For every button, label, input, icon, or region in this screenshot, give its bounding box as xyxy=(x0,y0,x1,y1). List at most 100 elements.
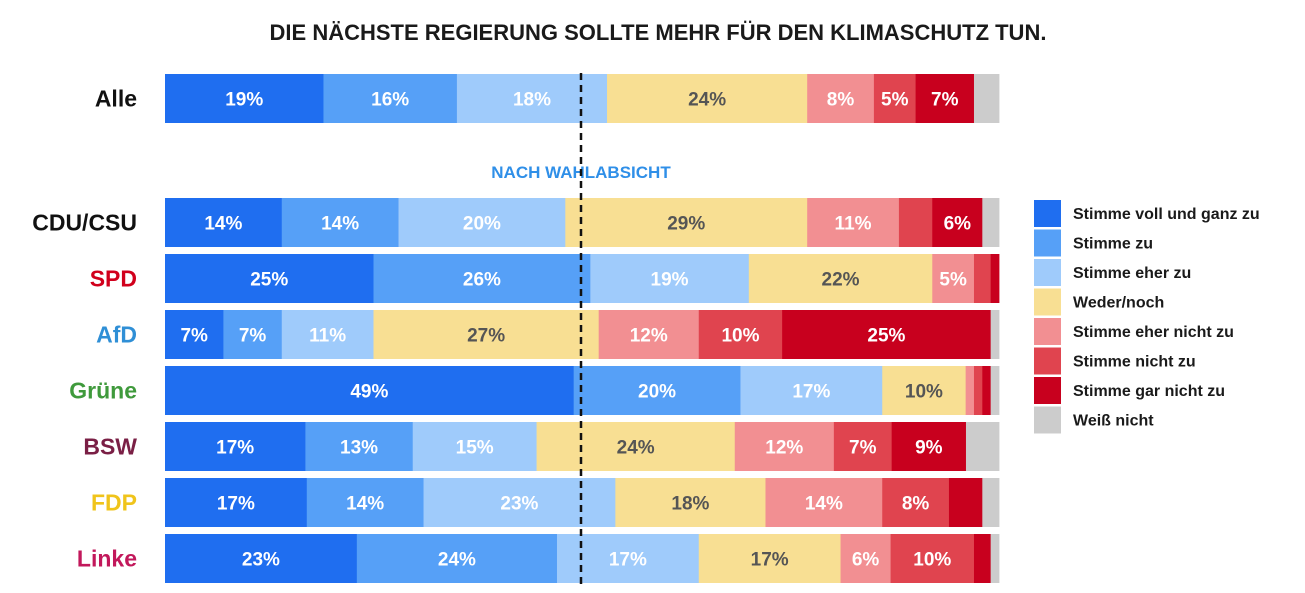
chart-title: DIE NÄCHSTE REGIERUNG SOLLTE MEHR FÜR DE… xyxy=(270,20,1047,45)
bar-segment xyxy=(965,366,975,415)
bar-segment xyxy=(891,422,967,471)
bar-segment xyxy=(698,310,783,359)
data-label: 27% xyxy=(467,326,505,347)
data-label: 12% xyxy=(765,438,803,459)
data-label: 22% xyxy=(822,270,860,291)
data-label: 17% xyxy=(609,550,647,571)
data-label: 17% xyxy=(792,382,830,403)
bars-group: Alle 19% 16% 18% 24% 8% 5% 7% CDU/CSU 14% 14% 20% 29… xyxy=(32,74,1000,583)
bar-row-afd: AfD 7% 7% 11% 27% 12% 10% 25% xyxy=(96,310,1000,359)
bar-segment xyxy=(807,198,900,247)
bar-segment xyxy=(765,478,883,527)
data-label: 23% xyxy=(242,550,280,571)
bar-segment xyxy=(807,74,875,123)
bar-segment xyxy=(165,310,224,359)
bar-segment xyxy=(973,254,992,303)
bar-segment xyxy=(740,366,883,415)
data-label: 14% xyxy=(321,214,359,235)
bar-segment xyxy=(990,310,1000,359)
legend: Stimme voll und ganz zu Stimme zu Stimme e… xyxy=(1034,200,1260,434)
legend-item: Stimme eher nicht zu xyxy=(1034,318,1234,345)
bar-segment xyxy=(990,254,1000,303)
data-label: 18% xyxy=(671,494,709,515)
bar-segment xyxy=(698,534,841,583)
data-label: 6% xyxy=(944,214,972,235)
legend-item: Stimme voll und ganz zu xyxy=(1034,200,1260,227)
legend-item: Weder/noch xyxy=(1034,288,1164,316)
legend-label: Stimme eher zu xyxy=(1073,265,1191,282)
bar-segment xyxy=(882,478,950,527)
bar-segment xyxy=(890,534,975,583)
bar-segment xyxy=(840,534,891,583)
bar-segment xyxy=(932,254,975,303)
data-label: 17% xyxy=(217,494,255,515)
legend-swatch xyxy=(1034,229,1061,257)
bar-segment xyxy=(223,310,283,359)
bar-segment xyxy=(423,478,616,527)
row-label: Linke xyxy=(77,546,137,572)
legend-swatch xyxy=(1034,200,1061,227)
data-label: 24% xyxy=(688,90,726,111)
data-label: 13% xyxy=(340,438,378,459)
bar-segment xyxy=(281,310,374,359)
data-label: 5% xyxy=(881,90,909,111)
data-label: 20% xyxy=(463,214,501,235)
bar-segment xyxy=(456,74,608,123)
data-label: 8% xyxy=(827,90,855,111)
data-label: 7% xyxy=(239,326,267,347)
row-label: BSW xyxy=(83,434,137,460)
data-label: 16% xyxy=(371,90,409,111)
data-label: 10% xyxy=(905,382,943,403)
data-label: 11% xyxy=(835,214,872,235)
bar-segment xyxy=(590,254,750,303)
data-label: 7% xyxy=(180,326,208,347)
legend-swatch xyxy=(1034,318,1061,345)
data-label: 23% xyxy=(500,494,538,515)
legend-swatch xyxy=(1034,406,1061,434)
data-label: 11% xyxy=(309,326,346,347)
bar-segment xyxy=(398,198,566,247)
bar-segment xyxy=(990,366,1000,415)
data-label: 29% xyxy=(667,214,705,235)
data-label: 14% xyxy=(805,494,843,515)
data-label: 15% xyxy=(456,438,494,459)
bar-segment xyxy=(412,422,537,471)
bar-segment xyxy=(932,198,983,247)
bar-segment xyxy=(873,74,916,123)
data-label: 19% xyxy=(225,90,263,111)
bar-segment xyxy=(165,478,308,527)
bar-segment xyxy=(165,366,575,415)
bar-segment xyxy=(734,422,835,471)
legend-item: Stimme zu xyxy=(1034,229,1153,257)
legend-item: Stimme eher zu xyxy=(1034,259,1191,286)
bar-segment xyxy=(965,422,1000,471)
legend-swatch xyxy=(1034,288,1061,316)
legend-swatch xyxy=(1034,259,1061,286)
bar-segment xyxy=(165,534,358,583)
bar-segment xyxy=(982,198,1000,247)
bar-segment xyxy=(565,198,808,247)
data-label: 19% xyxy=(651,270,689,291)
row-label: FDP xyxy=(91,490,137,516)
data-label: 12% xyxy=(630,326,668,347)
bar-segment xyxy=(973,534,992,583)
bar-segment xyxy=(373,310,600,359)
bar-segment xyxy=(915,74,975,123)
bar-row-spd: SPD 25% 26% 19% 22% 5% xyxy=(90,254,1000,303)
bar-segment xyxy=(990,534,1000,583)
legend-item: Weiß nicht xyxy=(1034,406,1154,434)
bar-segment xyxy=(973,74,1000,123)
row-label: Grüne xyxy=(69,378,137,404)
bar-segment xyxy=(323,74,458,123)
bar-segment xyxy=(615,478,766,527)
data-label: 5% xyxy=(939,270,967,291)
legend-item: Stimme gar nicht zu xyxy=(1034,377,1225,404)
bar-segment xyxy=(982,478,1000,527)
bar-segment xyxy=(748,254,933,303)
bar-row-alle: Alle 19% 16% 18% 24% 8% 5% 7% xyxy=(95,74,1000,123)
bar-segment xyxy=(882,366,967,415)
data-label: 10% xyxy=(721,326,759,347)
data-label: 14% xyxy=(346,494,384,515)
bar-segment xyxy=(573,366,741,415)
bar-segment xyxy=(165,198,283,247)
